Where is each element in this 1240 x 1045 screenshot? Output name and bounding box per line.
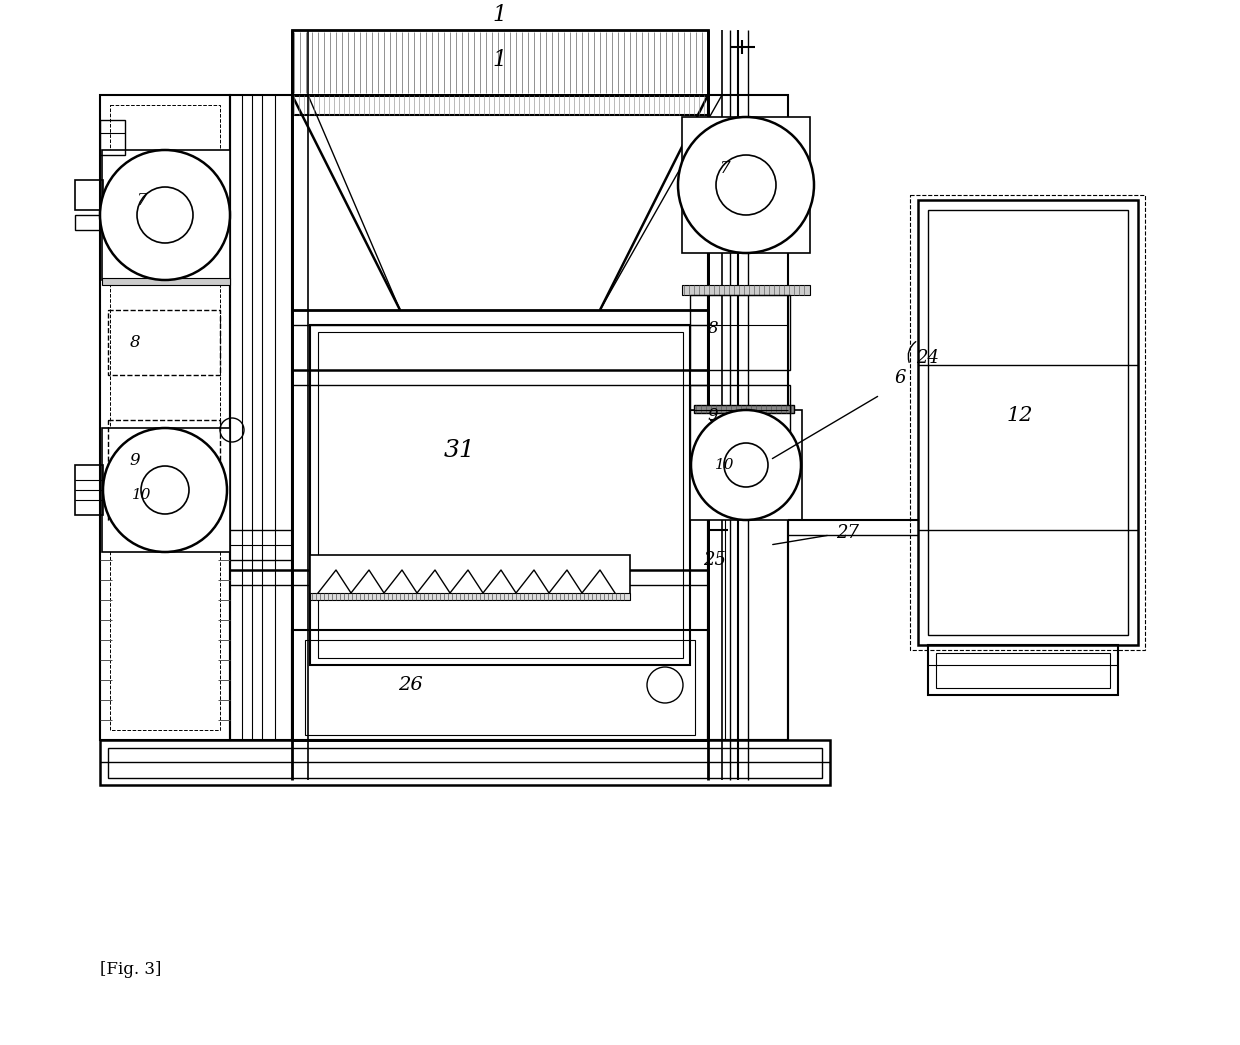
Bar <box>102 150 229 280</box>
Bar <box>689 295 790 370</box>
Text: 9: 9 <box>130 451 140 468</box>
Bar <box>100 740 830 785</box>
Bar <box>918 200 1138 645</box>
Bar <box>682 117 810 253</box>
Bar <box>936 653 1110 688</box>
Circle shape <box>715 155 776 215</box>
Circle shape <box>678 117 813 253</box>
Text: 1: 1 <box>494 49 507 71</box>
Text: 6: 6 <box>894 369 905 387</box>
Bar <box>100 120 125 155</box>
Circle shape <box>136 187 193 243</box>
Bar <box>102 278 229 285</box>
Bar <box>108 310 219 375</box>
Text: 25: 25 <box>703 551 727 568</box>
Bar <box>291 95 708 740</box>
Circle shape <box>691 410 801 520</box>
Text: 8: 8 <box>130 333 140 350</box>
Text: 27: 27 <box>837 524 859 542</box>
Text: 26: 26 <box>398 676 423 694</box>
Text: 24: 24 <box>916 349 940 367</box>
Text: [Fig. 3]: [Fig. 3] <box>100 961 161 978</box>
Bar <box>310 325 689 665</box>
Bar <box>291 30 708 95</box>
Bar <box>291 630 708 740</box>
Text: 7: 7 <box>719 160 730 177</box>
Bar <box>310 555 630 600</box>
Circle shape <box>103 428 227 552</box>
Bar <box>74 465 103 515</box>
Text: 31: 31 <box>444 439 476 462</box>
Bar <box>708 435 787 740</box>
Text: 9: 9 <box>708 407 718 423</box>
Bar <box>682 285 810 295</box>
Circle shape <box>100 150 229 280</box>
Text: 10: 10 <box>715 458 735 472</box>
Bar <box>148 198 182 232</box>
Bar <box>74 180 103 210</box>
Bar <box>689 385 790 460</box>
Bar <box>110 104 219 730</box>
Text: 8: 8 <box>708 320 718 336</box>
Circle shape <box>141 466 188 514</box>
Bar <box>910 195 1145 650</box>
Bar <box>727 165 765 205</box>
Text: 7: 7 <box>136 191 148 209</box>
Bar <box>689 410 802 520</box>
Bar <box>694 405 794 413</box>
Bar <box>928 210 1128 635</box>
Bar <box>310 593 630 600</box>
Bar <box>102 428 229 552</box>
Bar <box>317 332 683 658</box>
Bar <box>100 95 229 740</box>
Bar <box>108 420 219 520</box>
Bar <box>74 215 103 230</box>
Text: 1: 1 <box>494 4 507 26</box>
Bar <box>229 95 291 740</box>
Bar <box>708 95 787 740</box>
Bar <box>928 645 1118 695</box>
Text: 10: 10 <box>133 488 151 502</box>
Bar <box>108 748 822 777</box>
Text: 12: 12 <box>1007 405 1033 424</box>
Bar <box>305 640 694 735</box>
Circle shape <box>724 443 768 487</box>
